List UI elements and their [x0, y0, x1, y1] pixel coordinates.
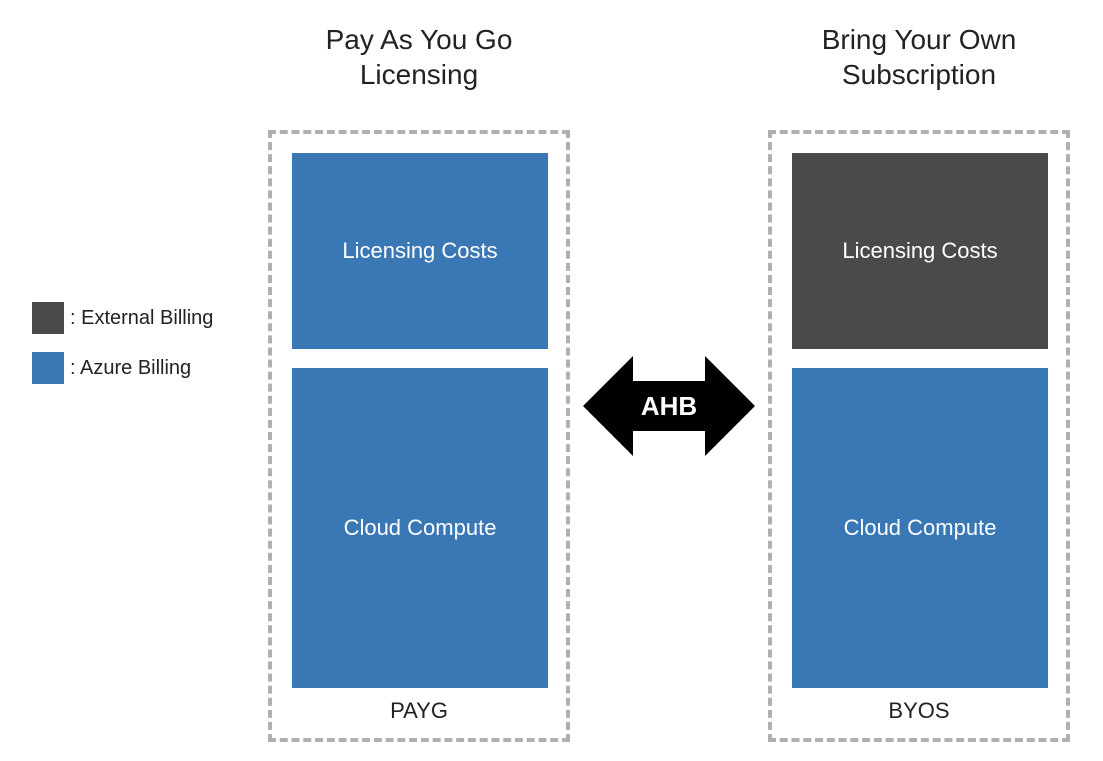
byos-licensing-block: Licensing Costs: [792, 153, 1048, 349]
legend-label-azure: : Azure Billing: [70, 357, 191, 380]
ahb-arrow-label: AHB: [641, 391, 697, 422]
payg-footer-label: PAYG: [268, 698, 570, 724]
legend-label-external: : External Billing: [70, 307, 213, 330]
left-title-text: Pay As You GoLicensing: [326, 24, 513, 90]
byos-licensing-label: Licensing Costs: [842, 238, 997, 264]
payg-compute-block: Cloud Compute: [292, 368, 548, 688]
payg-licensing-block: Licensing Costs: [292, 153, 548, 349]
right-column-title: Bring Your OwnSubscription: [768, 22, 1070, 92]
left-column-title: Pay As You GoLicensing: [268, 22, 570, 92]
payg-compute-label: Cloud Compute: [344, 515, 497, 541]
legend-item-azure: : Azure Billing: [32, 352, 213, 384]
legend-item-external: : External Billing: [32, 302, 213, 334]
byos-compute-label: Cloud Compute: [844, 515, 997, 541]
legend: : External Billing : Azure Billing: [32, 302, 213, 402]
right-title-text: Bring Your OwnSubscription: [822, 24, 1017, 90]
payg-licensing-label: Licensing Costs: [342, 238, 497, 264]
legend-swatch-azure: [32, 352, 64, 384]
byos-compute-block: Cloud Compute: [792, 368, 1048, 688]
legend-swatch-external: [32, 302, 64, 334]
byos-footer-label: BYOS: [768, 698, 1070, 724]
ahb-arrow: AHB: [583, 356, 755, 456]
